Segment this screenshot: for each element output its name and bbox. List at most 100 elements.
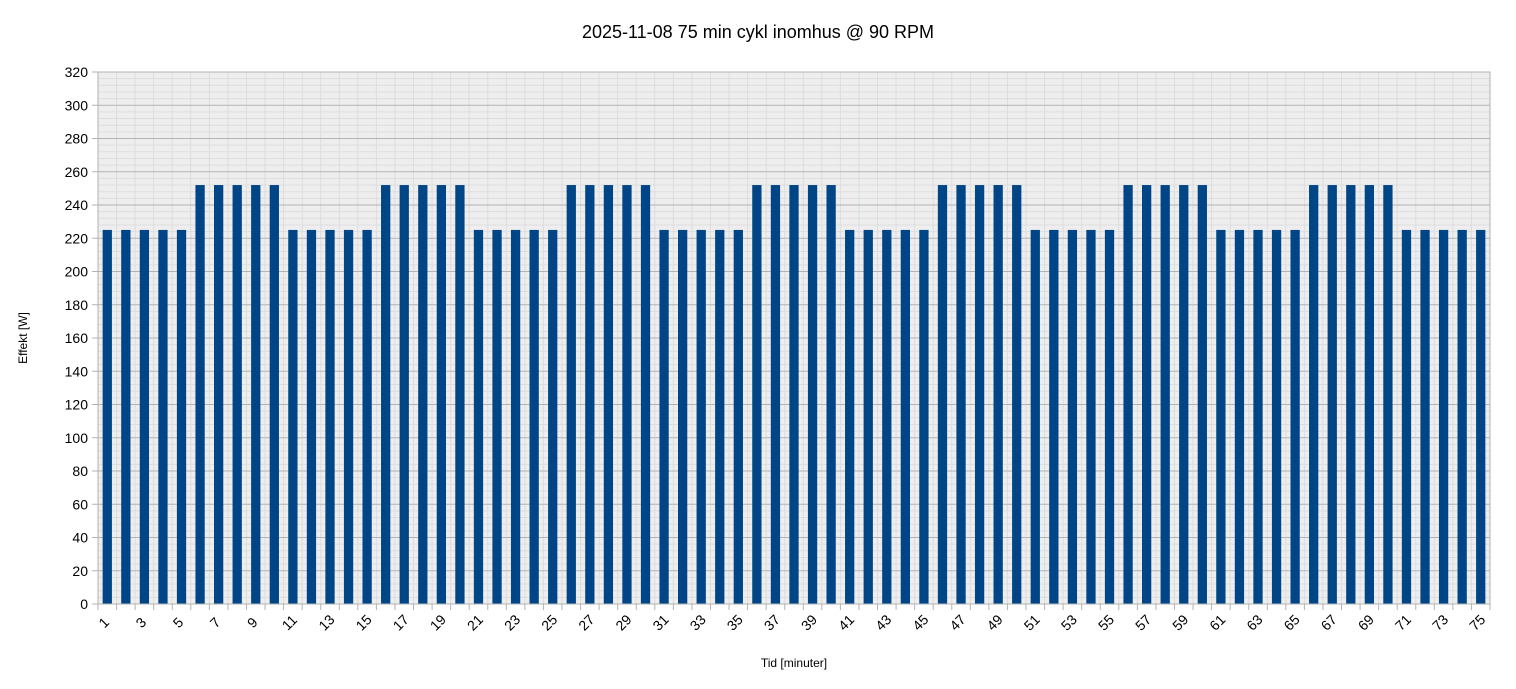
bar [455, 185, 465, 605]
y-tick-label: 100 [65, 430, 89, 446]
bar [492, 229, 502, 604]
bar [845, 229, 855, 604]
y-tick-label: 120 [65, 397, 89, 413]
x-tick-label: 65 [1280, 611, 1302, 633]
bar [993, 185, 1003, 605]
x-tick-label: 47 [946, 611, 968, 633]
bar [603, 185, 614, 605]
bar [473, 229, 484, 604]
bar [343, 229, 354, 604]
bar [1142, 185, 1152, 605]
bar [1364, 185, 1374, 605]
bar [566, 185, 576, 605]
x-tick-label: 7 [207, 614, 224, 631]
x-tick-label: 57 [1132, 611, 1154, 633]
bar [399, 185, 409, 605]
x-tick-label: 33 [686, 611, 708, 633]
x-tick-label: 73 [1429, 611, 1451, 633]
bar [882, 229, 892, 604]
x-tick-label: 61 [1206, 611, 1228, 633]
bar [548, 229, 558, 604]
bar [752, 185, 762, 605]
x-tick-label: 21 [464, 611, 486, 633]
x-tick-label: 3 [132, 614, 149, 631]
x-tick-label: 41 [835, 611, 857, 633]
x-tick-label: 69 [1355, 611, 1377, 633]
bar [956, 185, 966, 605]
bar [1012, 185, 1022, 605]
bar [306, 229, 317, 604]
chart-title: 2025-11-08 75 min cykl inomhus @ 90 RPM [581, 22, 935, 42]
bar [1290, 229, 1300, 604]
x-tick-label: 49 [983, 611, 1005, 633]
bar [715, 229, 725, 604]
bar [696, 229, 706, 604]
y-tick-label: 160 [65, 330, 89, 346]
plot-frame [97, 71, 1491, 605]
bar [418, 185, 428, 605]
bar [1234, 229, 1245, 604]
bar [176, 229, 187, 604]
x-tick-label: 51 [1021, 611, 1043, 633]
bar [529, 229, 539, 604]
bar [789, 185, 799, 605]
x-tick-label: 35 [724, 611, 746, 633]
bar [1253, 229, 1263, 604]
y-tick-label: 280 [65, 131, 89, 147]
x-tick-label: 17 [390, 611, 412, 633]
bar [585, 185, 595, 605]
bar [1309, 185, 1319, 605]
bar [325, 229, 335, 604]
bar [678, 229, 688, 604]
bar [937, 185, 948, 605]
bar [214, 185, 224, 605]
bar [1216, 229, 1226, 604]
bar [1476, 229, 1486, 604]
bar [659, 229, 669, 604]
y-axis-title: Effekt [W] [16, 312, 30, 364]
x-tick-label: 31 [649, 611, 671, 633]
x-tick-label: 59 [1169, 611, 1191, 633]
bar [288, 229, 298, 604]
bar [1104, 229, 1115, 604]
x-tick-label: 67 [1318, 611, 1340, 633]
bar [158, 229, 168, 604]
y-tick-label: 320 [65, 64, 89, 80]
x-tick-label: 75 [1466, 611, 1488, 633]
bar [1383, 185, 1393, 605]
bar [232, 185, 242, 605]
x-tick-label: 29 [612, 611, 634, 633]
bar [1420, 229, 1430, 604]
x-tick-label: 15 [352, 611, 374, 633]
x-tick-label: 5 [170, 614, 187, 631]
x-tick-label: 9 [244, 614, 261, 631]
bar [1179, 185, 1189, 605]
bar [1067, 229, 1078, 604]
x-tick-label: 25 [538, 611, 560, 633]
bar [1438, 229, 1449, 604]
x-tick-label: 71 [1392, 611, 1414, 633]
bar [770, 185, 781, 605]
bar [1271, 229, 1282, 604]
bar [102, 229, 112, 604]
y-tick-label: 200 [65, 264, 89, 280]
bar [900, 229, 910, 604]
bar [121, 229, 131, 604]
y-tick-label: 0 [80, 596, 88, 612]
x-tick-label: 11 [279, 612, 301, 634]
bar [640, 185, 651, 605]
y-tick-label: 220 [65, 230, 89, 246]
bar [436, 185, 446, 605]
y-tick-label: 260 [65, 164, 89, 180]
bar [381, 185, 391, 605]
bar [863, 229, 873, 604]
x-tick-label: 55 [1095, 611, 1117, 633]
x-tick-label: 19 [427, 611, 449, 633]
bar [510, 229, 521, 604]
x-axis-title: Tid [minuter] [761, 656, 827, 670]
bar [195, 185, 205, 605]
x-tick-label: 1 [95, 614, 112, 631]
bar [807, 185, 818, 605]
bar [622, 185, 632, 605]
